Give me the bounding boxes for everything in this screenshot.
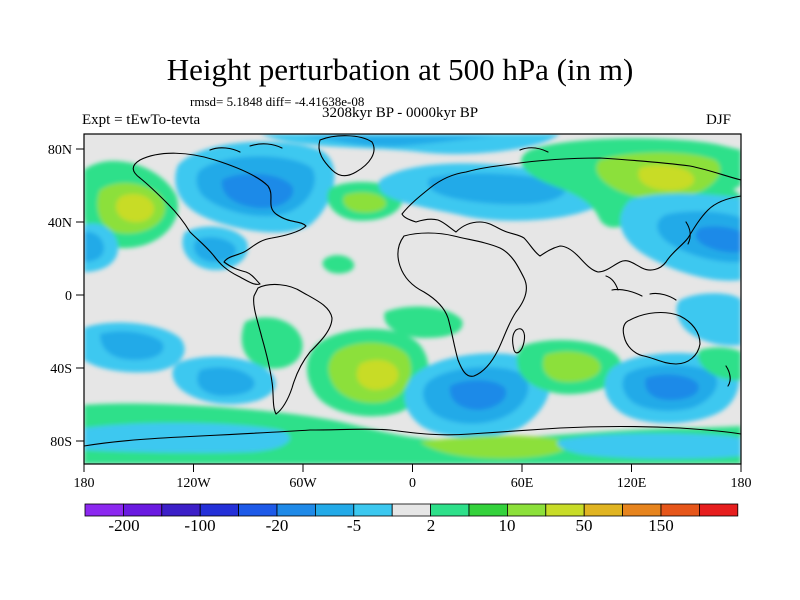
colorbar-label: 50 xyxy=(576,516,593,535)
y-tick-label: 40N xyxy=(48,216,72,231)
rmsd-diff-stats: rmsd= 5.1848 diff= -4.41638e-08 xyxy=(190,94,365,109)
anomaly-arctic-low-inner xyxy=(300,136,500,147)
coastline-arctic-islands xyxy=(209,143,549,153)
colorbar-swatch xyxy=(276,503,316,517)
coastline-new-zealand xyxy=(725,365,731,387)
anomaly-southwest-indian-high-core xyxy=(542,351,601,382)
colorbar-swatch xyxy=(699,503,739,517)
anomaly-antarctic-west-low xyxy=(84,422,290,453)
anomaly-south-pacific-low-inner xyxy=(100,331,164,360)
x-tick-label: 60E xyxy=(511,476,534,491)
coastline-south-america xyxy=(253,283,333,415)
colorbar-label: 2 xyxy=(427,516,436,535)
coastline-greenland xyxy=(318,135,375,177)
period-label: 3208kyr BP - 0000kyr BP xyxy=(322,105,479,121)
anomaly-australia-south-low-core xyxy=(645,374,699,400)
colorbar-swatch xyxy=(583,503,624,517)
anomaly-north-atlantic-high-core xyxy=(343,192,387,213)
anomaly-south-atlantic-high-core xyxy=(356,359,399,390)
anomaly-east-asia-low-core xyxy=(695,226,741,253)
coastlines xyxy=(84,135,741,447)
colorbar-label: -20 xyxy=(266,516,289,535)
colorbar-swatch xyxy=(660,503,700,517)
colorbar-swatch xyxy=(391,503,432,517)
season-label: DJF xyxy=(706,112,732,128)
coastline-indonesia xyxy=(605,275,677,301)
colorbar-swatch xyxy=(314,503,355,517)
colorbar-swatch xyxy=(238,503,278,517)
anomaly-south-indian-low-core xyxy=(449,380,507,410)
anomaly-gulf-low-inner xyxy=(193,237,237,263)
anomaly-east-pacific-low-inner xyxy=(84,231,104,262)
colorbar-swatch xyxy=(84,503,124,517)
anomaly-central-atlantic-high xyxy=(322,255,355,274)
colorbar-swatch xyxy=(506,503,547,517)
plot-title: Height perturbation at 500 hPa (in m) xyxy=(166,52,634,87)
colorbar-swatch xyxy=(468,503,508,517)
colorbar-label: -200 xyxy=(108,516,139,535)
anomaly-tropical-atlantic-positive xyxy=(384,306,463,338)
anomaly-south-pacific-positive xyxy=(241,317,303,369)
coastline-eurasia xyxy=(401,157,741,273)
x-tick-label: 180 xyxy=(74,476,95,491)
coastline-japan xyxy=(685,221,691,245)
colorbar-label: 150 xyxy=(648,516,674,535)
coastline-antarctica xyxy=(84,425,741,447)
x-tick-label: 120W xyxy=(176,476,211,491)
y-tick-label: 40S xyxy=(50,362,72,377)
y-tick-label: 80S xyxy=(50,435,72,450)
colorbar-labels: -200 -100 -20 -5 2 10 50 150 xyxy=(108,516,673,535)
anomaly-southeast-pacific-low-inner xyxy=(197,367,255,396)
anomaly-north-pacific-high-peak xyxy=(116,193,155,223)
x-axis-ticks xyxy=(83,464,742,472)
coastline-australia xyxy=(622,311,701,365)
anomaly-central-asia-high-core xyxy=(638,165,695,191)
coastline-madagascar xyxy=(512,328,526,354)
x-tick-label: 180 xyxy=(731,476,752,491)
colorbar-swatch xyxy=(545,503,585,517)
colorbar-label: -5 xyxy=(347,516,361,535)
colorbar-swatch xyxy=(622,503,662,517)
contour-field xyxy=(84,134,741,464)
colorbar-label: 10 xyxy=(499,516,516,535)
y-tick-label: 0 xyxy=(65,289,72,304)
y-axis-labels: 80N 40N 0 40S 80S xyxy=(48,143,72,450)
x-tick-label: 120E xyxy=(617,476,647,491)
colorbar-swatch xyxy=(123,503,163,517)
coastline-africa xyxy=(397,232,527,377)
coastline-north-america xyxy=(132,152,307,285)
colorbar-swatch xyxy=(199,503,239,517)
anomaly-north-america-low-core xyxy=(221,173,294,209)
anomaly-southwest-pacific-high xyxy=(697,347,741,381)
y-tick-label: 80N xyxy=(48,143,72,158)
y-axis-ticks xyxy=(76,148,84,442)
anomaly-central-atlantic-low-inner xyxy=(427,173,566,205)
experiment-label: Expt = tEwTo-tevta xyxy=(82,112,201,128)
colorbar xyxy=(84,503,739,517)
colorbar-swatch xyxy=(353,503,393,517)
colorbar-swatch xyxy=(430,503,470,517)
x-axis-labels: 180 120W 60W 0 60E 120E 180 xyxy=(74,476,752,491)
x-tick-label: 60W xyxy=(289,476,317,491)
anomaly-antarctic-east-low xyxy=(557,433,741,459)
colorbar-swatch xyxy=(161,503,201,517)
anomaly-southern-ocean-band-inner xyxy=(420,435,568,459)
anomaly-tasman-low xyxy=(676,293,741,346)
x-tick-label: 0 xyxy=(409,476,416,491)
colorbar-label: -100 xyxy=(184,516,215,535)
